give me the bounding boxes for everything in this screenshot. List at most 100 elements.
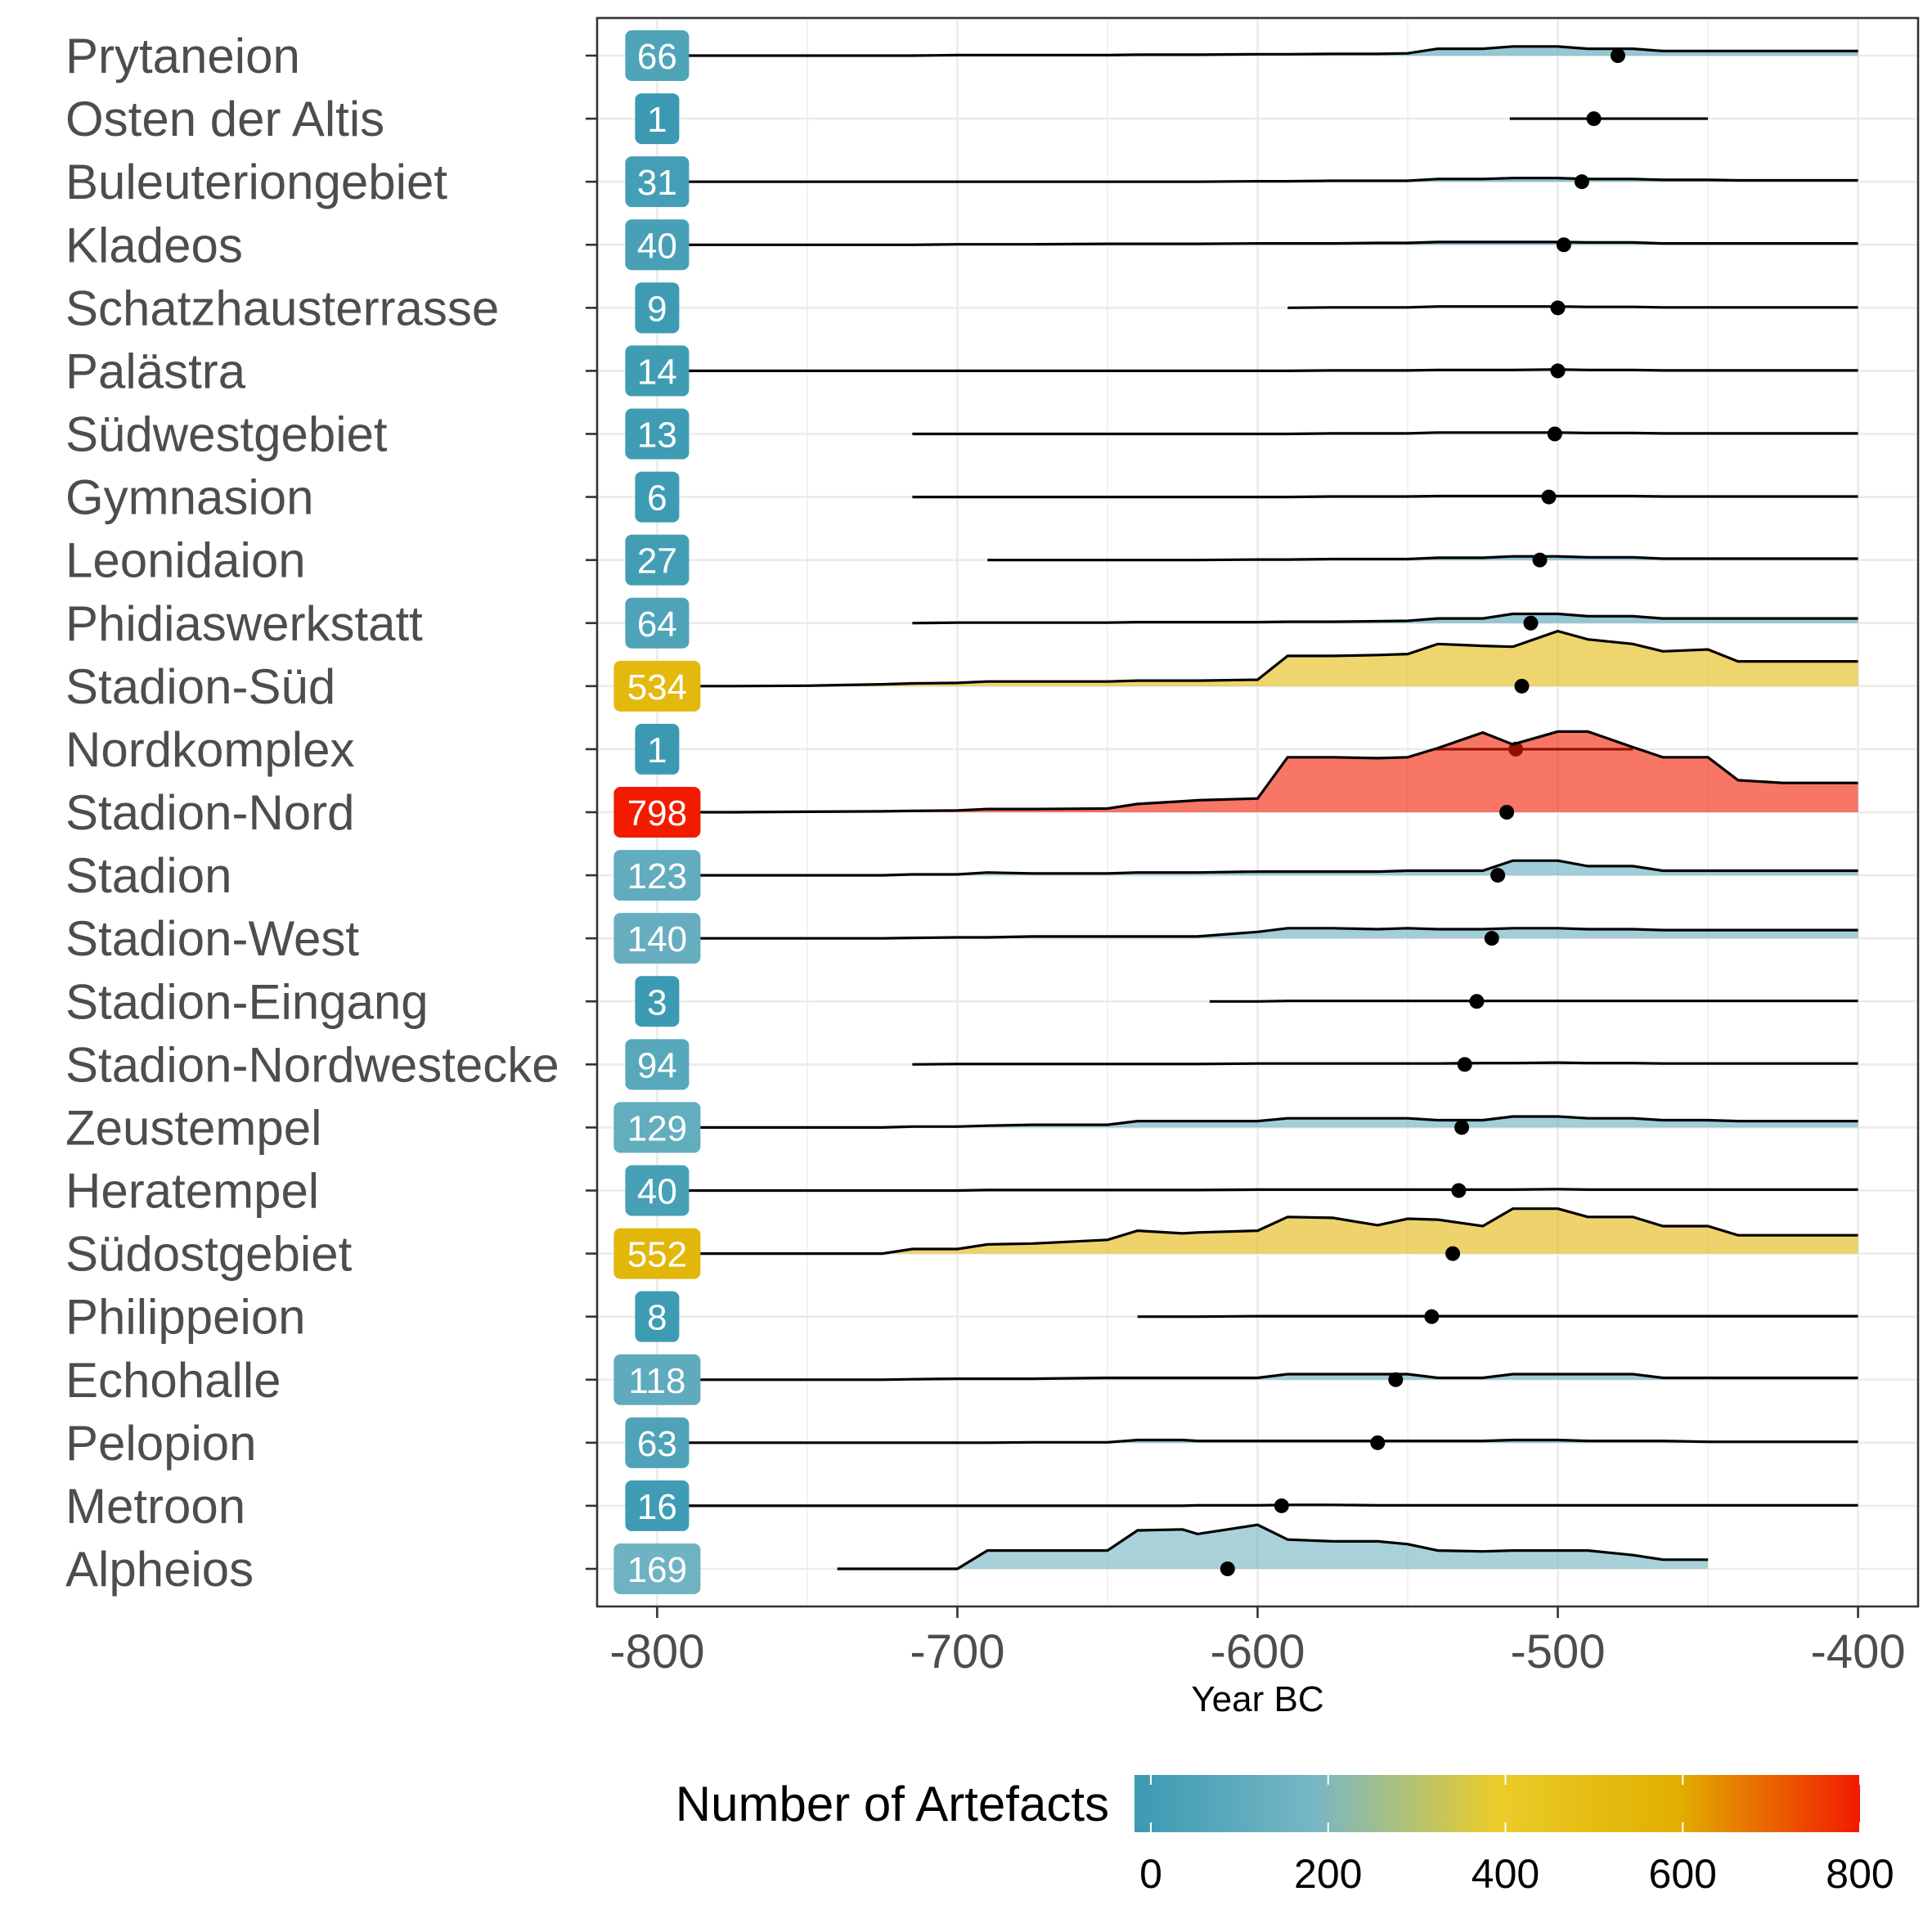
count-badge <box>613 913 701 964</box>
count-badge-label: 14 <box>637 352 677 392</box>
ridge-row <box>1287 300 1858 316</box>
count-badge <box>635 282 680 334</box>
row-label: Osten der Altis <box>65 92 384 146</box>
legend-tick-label: 600 <box>1649 1851 1717 1897</box>
x-tick-label: -500 <box>1510 1625 1605 1678</box>
median-point <box>1370 1435 1386 1450</box>
ridge-row <box>657 45 1858 63</box>
count-badge <box>625 156 690 208</box>
ridge-row <box>1509 111 1709 127</box>
count-badge-label: 9 <box>647 289 667 329</box>
ridge-line <box>657 177 1858 183</box>
count-badge <box>625 345 690 397</box>
row-label: Zeustempel <box>65 1100 321 1155</box>
median-point <box>1451 1183 1467 1198</box>
count-badge-label: 552 <box>627 1235 687 1275</box>
ridge-area <box>837 1525 1709 1569</box>
ridge-line <box>657 1115 1858 1129</box>
count-badge-label: 63 <box>637 1424 677 1464</box>
count-badge <box>625 1039 690 1090</box>
ridge-row <box>657 237 1858 253</box>
median-point <box>1586 111 1602 127</box>
count-badge <box>635 976 680 1027</box>
ridge-line <box>837 1523 1709 1570</box>
legend-tick-label: 800 <box>1826 1851 1894 1897</box>
ridge-line <box>912 494 1858 499</box>
median-point <box>1547 426 1562 442</box>
median-point <box>1457 1057 1472 1072</box>
median-point <box>1445 1246 1461 1261</box>
median-point <box>1388 1372 1404 1387</box>
ridge-line <box>912 431 1858 436</box>
ridge-row <box>657 730 1858 820</box>
count-badge <box>613 787 701 838</box>
ridge-area <box>657 731 1858 812</box>
row-label: Phidiaswerkstatt <box>65 596 423 651</box>
x-tick-label: -600 <box>1210 1625 1305 1678</box>
ridge-line <box>657 1503 1858 1507</box>
row-label: Buleuteriongebiet <box>65 155 447 209</box>
x-axis-title: Year BC <box>1191 1679 1323 1719</box>
row-label: Alpheios <box>65 1542 254 1597</box>
ridge-line <box>657 1438 1858 1445</box>
row-label: Pelopion <box>65 1416 257 1471</box>
median-point <box>1220 1561 1235 1576</box>
count-badge-label: 6 <box>647 479 667 519</box>
median-point <box>1274 1498 1289 1513</box>
row-label: Stadion-Nord <box>65 785 355 840</box>
ridge-area <box>657 46 1858 56</box>
count-badge-label: 94 <box>637 1045 677 1085</box>
count-badge-label: 16 <box>637 1487 677 1527</box>
ridge-row <box>657 363 1858 379</box>
count-badge-label: 169 <box>627 1550 687 1590</box>
median-point <box>1469 994 1485 1009</box>
ridge-row <box>657 1372 1858 1387</box>
ridge-row <box>912 612 1858 631</box>
count-badge-label: 1 <box>647 730 667 771</box>
ridge-area <box>987 556 1858 560</box>
plot-panel: Prytaneion 66 Osten der Altis 1 Buleuteriong… <box>65 16 1920 1608</box>
ridge-row <box>912 1057 1858 1072</box>
count-badge-label: 66 <box>637 37 677 77</box>
count-badge-label: 31 <box>637 163 677 203</box>
count-badge-label: 798 <box>627 793 687 833</box>
ridge-row <box>1137 1309 1858 1324</box>
ridge-row <box>1209 994 1858 1009</box>
ridge-line <box>657 45 1858 57</box>
ridge-row <box>987 552 1858 568</box>
ridge-line <box>657 730 1858 814</box>
row-label: Südostgebiet <box>65 1227 353 1282</box>
count-badge <box>625 1165 690 1216</box>
ridge-line <box>657 629 1858 688</box>
color-legend: Number of Artefacts 0 200 400 600 800 <box>676 1775 1894 1897</box>
count-badge <box>625 1480 690 1531</box>
count-badge-label: 64 <box>637 604 677 645</box>
count-badge <box>625 219 690 271</box>
median-point <box>1514 678 1530 694</box>
count-badge-label: 534 <box>627 667 687 708</box>
count-badge <box>635 1291 680 1342</box>
count-badge <box>625 30 690 81</box>
row-label: Metroon <box>65 1479 245 1534</box>
ridge-row <box>912 489 1858 505</box>
ridge-row <box>837 1523 1709 1576</box>
legend-tick-label: 0 <box>1139 1851 1162 1897</box>
legend-ticks: 0 200 400 600 800 <box>1139 1775 1894 1897</box>
ridge-row <box>657 174 1858 190</box>
row-label: Philippeion <box>65 1290 306 1345</box>
row-label: Nordkomplex <box>65 722 354 777</box>
median-point <box>1454 1120 1470 1135</box>
count-badge <box>613 1543 701 1594</box>
row-label: Heratempel <box>65 1164 319 1219</box>
count-badge <box>625 534 690 586</box>
row-label: Stadion-Nordwestecke <box>65 1037 559 1092</box>
ridge-area <box>657 631 1858 686</box>
count-badge <box>625 597 690 649</box>
count-badge-label: 13 <box>637 416 677 456</box>
ridge-row <box>657 927 1858 946</box>
ridge-area <box>657 1374 1858 1380</box>
x-tick-label: -400 <box>1811 1625 1906 1678</box>
median-point <box>1490 868 1506 883</box>
count-badge-label: 8 <box>647 1298 667 1338</box>
ridge-line <box>657 927 1858 940</box>
